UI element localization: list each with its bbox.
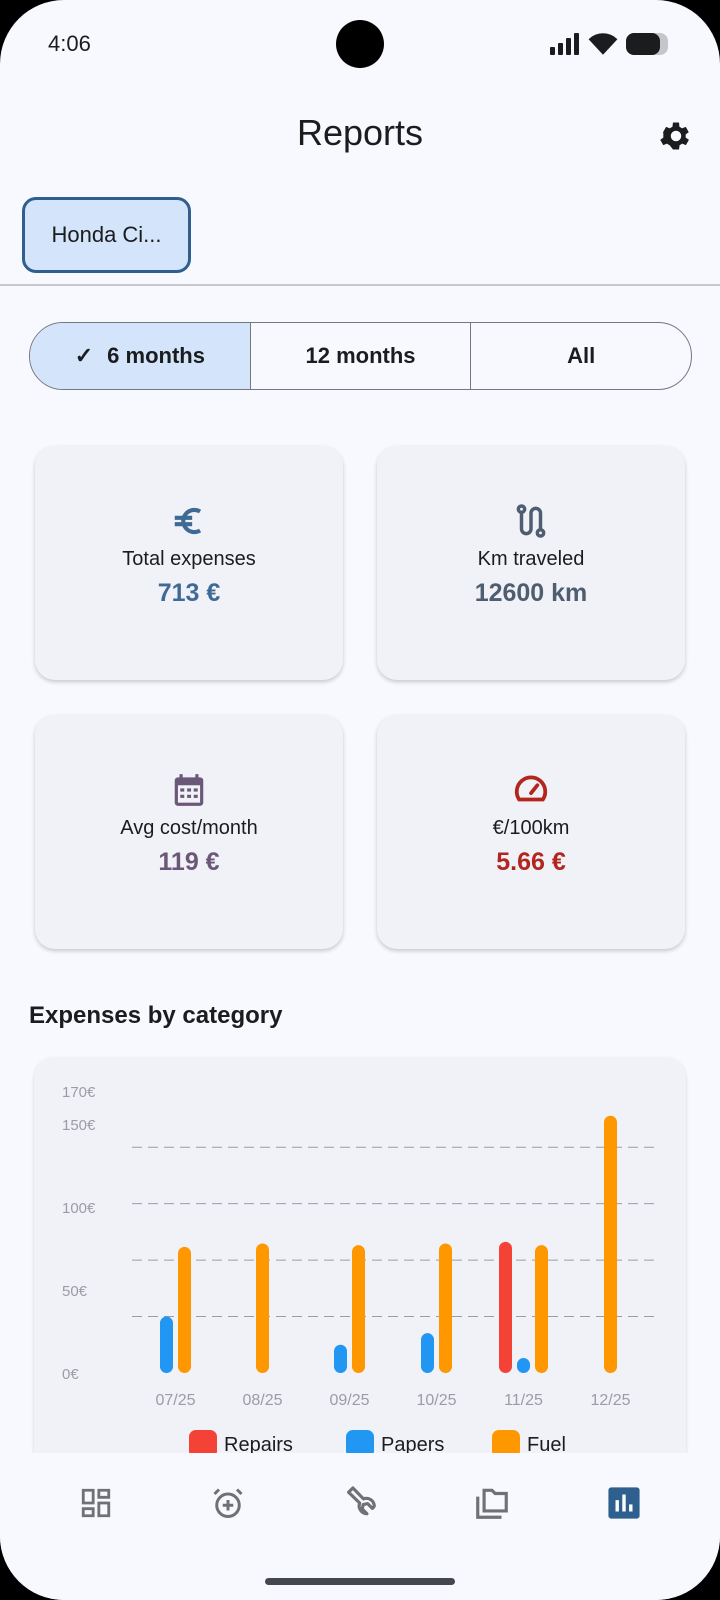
- stat-value: 12600 km: [474, 579, 588, 607]
- stat-avg-cost: Avg cost/month 119 €: [35, 715, 343, 949]
- bar-fuel: [604, 1115, 617, 1373]
- y-tick-label: 170€: [62, 1084, 96, 1101]
- y-tick-label: 100€: [62, 1200, 96, 1217]
- bar-chart-icon[interactable]: [604, 1483, 644, 1523]
- chart-card: 0€ 50€ 100€ 150€ 170€ 07/25 08/25 09/25 10/25 11/…: [34, 1058, 686, 1478]
- legend-label: Repairs: [224, 1434, 293, 1456]
- stat-label: Km traveled: [477, 548, 585, 570]
- signal-icon: [550, 33, 579, 55]
- x-tick-label: 07/25: [155, 1392, 195, 1409]
- wrench-icon[interactable]: [340, 1483, 380, 1523]
- stat-cost-per-100km: €/100km 5.66 €: [377, 715, 685, 949]
- y-tick-label: 0€: [62, 1366, 79, 1383]
- period-selector: ✓ 6 months 12 months All: [29, 322, 692, 390]
- stat-value: 713 €: [157, 579, 221, 607]
- status-bar: 4:06: [48, 28, 672, 60]
- x-tick-label: 10/25: [416, 1392, 456, 1409]
- bar-papers: [517, 1358, 530, 1373]
- period-label: 6 months: [107, 343, 205, 368]
- legend-label: Fuel: [527, 1434, 566, 1456]
- bar-fuel: [178, 1246, 191, 1373]
- stat-label: Total expenses: [122, 548, 256, 570]
- bar-repairs: [499, 1241, 512, 1373]
- bar-papers: [334, 1344, 347, 1373]
- legend-swatch: [346, 1430, 374, 1458]
- stat-value: 5.66 €: [496, 848, 566, 876]
- bar-fuel: [256, 1243, 269, 1373]
- period-label: All: [567, 343, 596, 368]
- divider: [0, 284, 720, 286]
- section-title: Expenses by category: [29, 1002, 283, 1029]
- gear-icon[interactable]: [658, 118, 694, 154]
- stat-total-expenses: Total expenses 713 €: [35, 446, 343, 680]
- bar-fuel: [352, 1245, 365, 1373]
- x-tick-label: 08/25: [242, 1392, 282, 1409]
- status-time: 4:06: [48, 31, 91, 56]
- y-tick-label: 50€: [62, 1283, 88, 1300]
- calendar-icon: [174, 774, 204, 806]
- bar-fuel: [535, 1245, 548, 1373]
- period-all[interactable]: All: [471, 323, 691, 389]
- legend-swatch: [492, 1430, 520, 1458]
- expenses-chart: 0€ 50€ 100€ 150€ 170€ 07/25 08/25 09/25 10/25 11/…: [62, 1084, 654, 1458]
- dashboard-icon[interactable]: [76, 1483, 116, 1523]
- bar-fuel: [439, 1243, 452, 1373]
- period-6-months[interactable]: ✓ 6 months: [30, 323, 251, 389]
- page-title: Reports: [296, 112, 424, 153]
- period-12-months[interactable]: 12 months: [251, 323, 472, 389]
- speedometer-icon: [514, 775, 548, 802]
- y-tick-label: 150€: [62, 1117, 96, 1134]
- check-icon: ✓: [74, 343, 94, 368]
- euro-icon: [174, 507, 202, 535]
- legend-swatch: [189, 1430, 217, 1458]
- route-icon: [516, 504, 546, 538]
- battery-icon: [626, 33, 668, 55]
- stat-km-traveled: Km traveled 12600 km: [377, 446, 685, 680]
- wifi-icon: [588, 33, 618, 55]
- bar-papers: [421, 1333, 434, 1373]
- stat-label: Avg cost/month: [120, 817, 258, 839]
- x-tick-label: 11/25: [504, 1392, 543, 1409]
- bar-papers: [160, 1316, 173, 1373]
- vehicle-chip[interactable]: Honda Ci...: [22, 197, 191, 273]
- camera-cutout: [336, 20, 384, 68]
- folders-icon[interactable]: [472, 1483, 512, 1523]
- stat-label: €/100km: [492, 817, 570, 839]
- home-indicator[interactable]: [265, 1578, 455, 1585]
- alarm-add-icon[interactable]: [208, 1483, 248, 1523]
- stat-value: 119 €: [158, 848, 220, 876]
- x-tick-label: 09/25: [329, 1392, 369, 1409]
- period-label: 12 months: [305, 343, 416, 368]
- legend-label: Papers: [381, 1434, 444, 1456]
- x-tick-label: 12/25: [590, 1392, 630, 1409]
- status-icons: [550, 32, 672, 56]
- bottom-nav: [0, 1453, 720, 1600]
